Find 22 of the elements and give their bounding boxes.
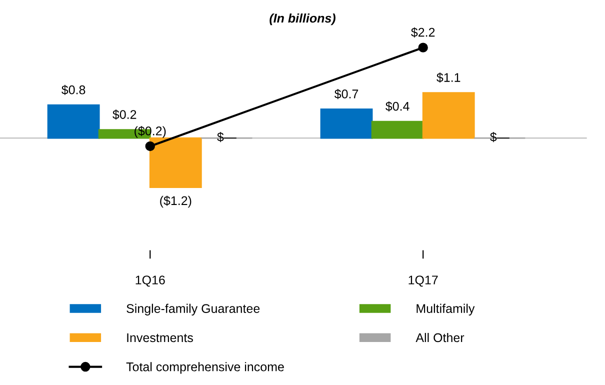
data-label: $2.2 [411,27,435,38]
x-tick-label: 1Q16 [136,276,165,287]
legend-label: Total comprehensive income [126,362,284,374]
data-label: $— [217,132,236,142]
x-tick-label: 1Q17 [408,276,438,287]
legend-label: All Other [416,332,464,342]
legend-label: Multifamily [416,304,475,316]
data-label: $— [490,132,510,142]
data-label: $0.7 [334,89,358,100]
data-label: $0.2 [112,110,136,120]
bar [320,108,373,139]
legend-label: Single-family Guarantee [126,304,260,316]
data-label: $0.8 [62,84,86,96]
bar [47,104,100,139]
bar [422,92,475,139]
chart-title: (In billions) [270,13,336,26]
legend-label: Investments [127,333,193,342]
bar [371,120,424,139]
data-label: $1.1 [436,72,460,83]
data-label: $0.4 [386,101,410,112]
bar [149,137,202,188]
data-label: ($1.2) [160,196,192,208]
